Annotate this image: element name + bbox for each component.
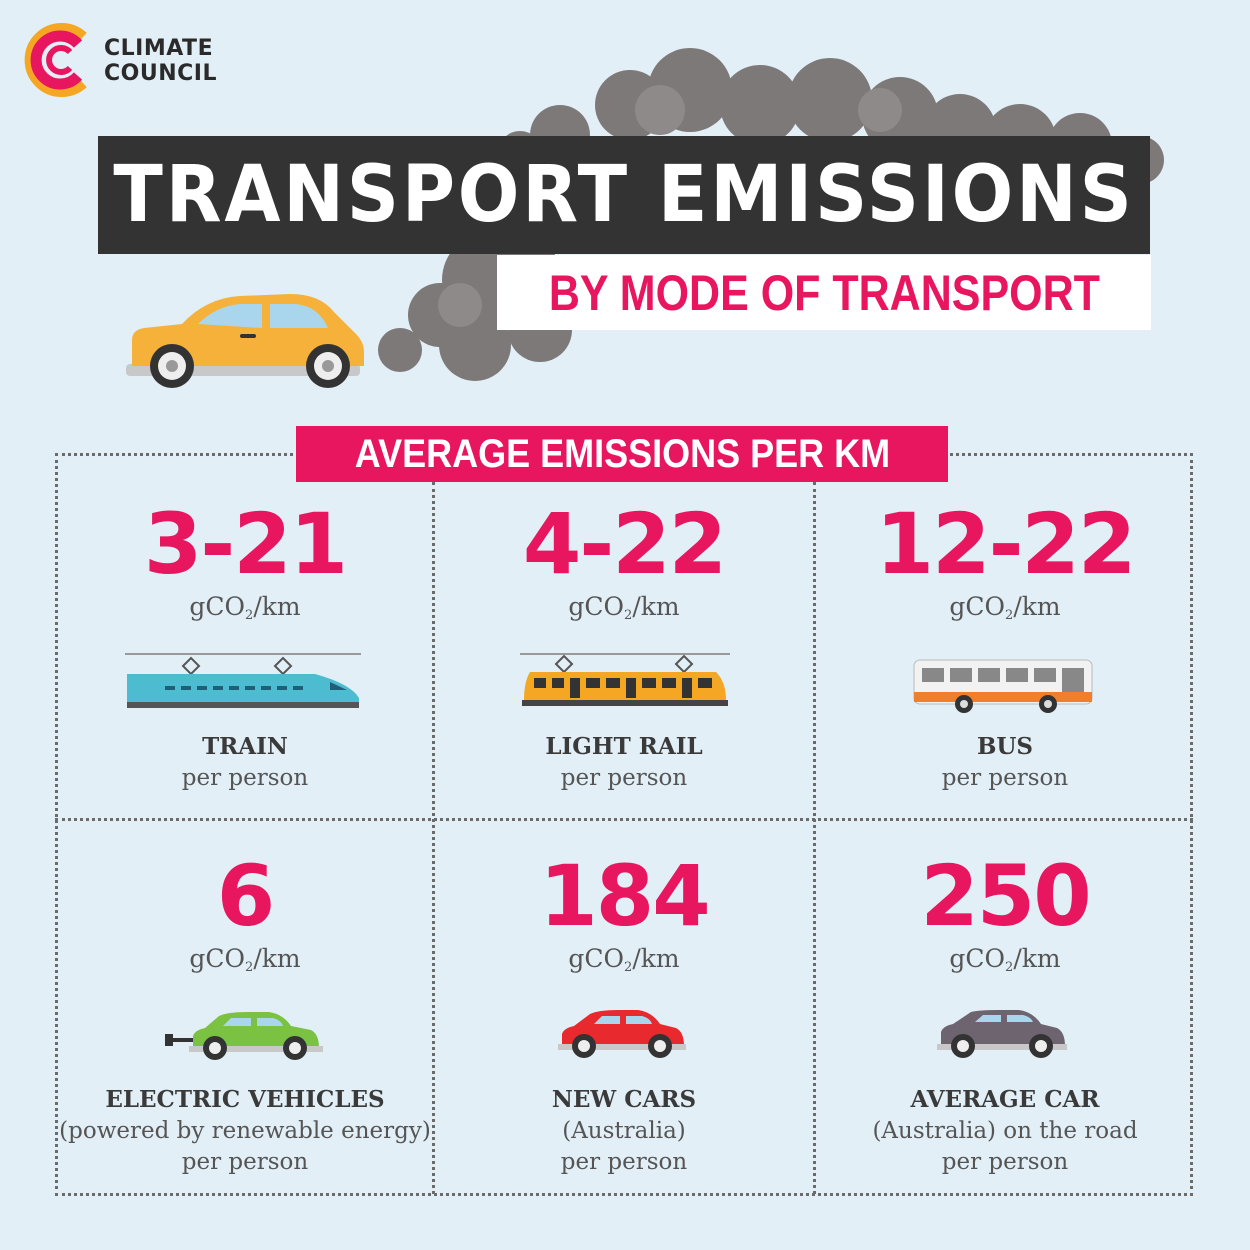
brand-line-1: CLIMATE bbox=[104, 36, 214, 61]
emission-unit: gCO2/km bbox=[949, 592, 1061, 623]
mode-label-ev: ELECTRIC VEHICLES (powered by renewable … bbox=[55, 1084, 435, 1178]
mode-desc: (Australia) bbox=[562, 1118, 686, 1144]
mode-label-light-rail: LIGHT RAIL per person bbox=[434, 731, 814, 794]
mode-card-new-cars: 184 gCO2/km bbox=[434, 848, 814, 983]
mode-desc: per person bbox=[560, 765, 688, 791]
mode-desc: per person bbox=[181, 765, 309, 791]
section-label: AVERAGE EMISSIONS PER KM bbox=[354, 431, 890, 476]
light-rail-icon bbox=[520, 653, 730, 706]
emission-value: 184 bbox=[539, 847, 710, 945]
mode-name: NEW CARS bbox=[551, 1086, 697, 1113]
mode-card-train: 3-21 gCO2/km bbox=[55, 496, 435, 631]
electric-car-icon bbox=[165, 1012, 323, 1060]
section-banner: AVERAGE EMISSIONS PER KM bbox=[296, 426, 948, 482]
emission-unit: gCO2/km bbox=[568, 592, 680, 623]
page-title: TRANSPORT EMISSIONS bbox=[113, 150, 1135, 240]
emission-unit: gCO2/km bbox=[568, 944, 680, 975]
car-exhaust-icon bbox=[126, 294, 364, 388]
climate-council-logo-icon bbox=[24, 23, 87, 97]
mode-name: ELECTRIC VEHICLES bbox=[105, 1086, 385, 1113]
mode-name: LIGHT RAIL bbox=[545, 733, 703, 760]
mode-desc-2: per person bbox=[941, 1149, 1069, 1175]
mode-desc: (Australia) on the road bbox=[872, 1118, 1138, 1144]
average-car-icon bbox=[937, 1010, 1067, 1058]
mode-label-train: TRAIN per person bbox=[55, 731, 435, 794]
title-bar: TRANSPORT EMISSIONS bbox=[98, 136, 1150, 254]
grid-divider-v2 bbox=[813, 482, 816, 1194]
brand-line-2: COUNCIL bbox=[104, 61, 217, 86]
brand-name: CLIMATE COUNCIL bbox=[104, 36, 217, 86]
mode-card-light-rail: 4-22 gCO2/km bbox=[434, 496, 814, 631]
new-car-icon bbox=[558, 1010, 686, 1058]
mode-name: BUS bbox=[976, 733, 1034, 760]
mode-desc-2: per person bbox=[181, 1149, 309, 1175]
mode-name: TRAIN bbox=[202, 733, 288, 760]
subtitle-bar: BY MODE OF TRANSPORT bbox=[497, 255, 1151, 330]
mode-card-ev: 6 gCO2/km bbox=[55, 848, 435, 983]
emission-unit: gCO2/km bbox=[949, 944, 1061, 975]
mode-desc: per person bbox=[941, 765, 1069, 791]
mode-name: AVERAGE CAR bbox=[910, 1086, 1100, 1113]
emission-unit: gCO2/km bbox=[189, 944, 301, 975]
mode-desc: (powered by renewable energy) bbox=[59, 1118, 431, 1144]
emission-value: 3-21 bbox=[143, 495, 348, 593]
mode-label-new-cars: NEW CARS (Australia) per person bbox=[434, 1084, 814, 1178]
emission-value: 250 bbox=[920, 847, 1091, 945]
train-icon bbox=[125, 653, 361, 708]
mode-card-average-car: 250 gCO2/km bbox=[815, 848, 1195, 983]
bus-icon bbox=[913, 659, 1093, 713]
mode-desc-2: per person bbox=[560, 1149, 688, 1175]
mode-label-bus: BUS per person bbox=[815, 731, 1195, 794]
emission-unit: gCO2/km bbox=[189, 592, 301, 623]
grid-divider-h bbox=[55, 818, 1193, 821]
grid-divider-v1 bbox=[432, 482, 435, 1194]
mode-label-average-car: AVERAGE CAR (Australia) on the road per … bbox=[815, 1084, 1195, 1178]
emission-value: 4-22 bbox=[522, 495, 727, 593]
page-subtitle: BY MODE OF TRANSPORT bbox=[548, 264, 1100, 321]
emission-value: 12-22 bbox=[875, 495, 1137, 593]
emission-value: 6 bbox=[216, 847, 275, 945]
mode-card-bus: 12-22 gCO2/km bbox=[815, 496, 1195, 631]
